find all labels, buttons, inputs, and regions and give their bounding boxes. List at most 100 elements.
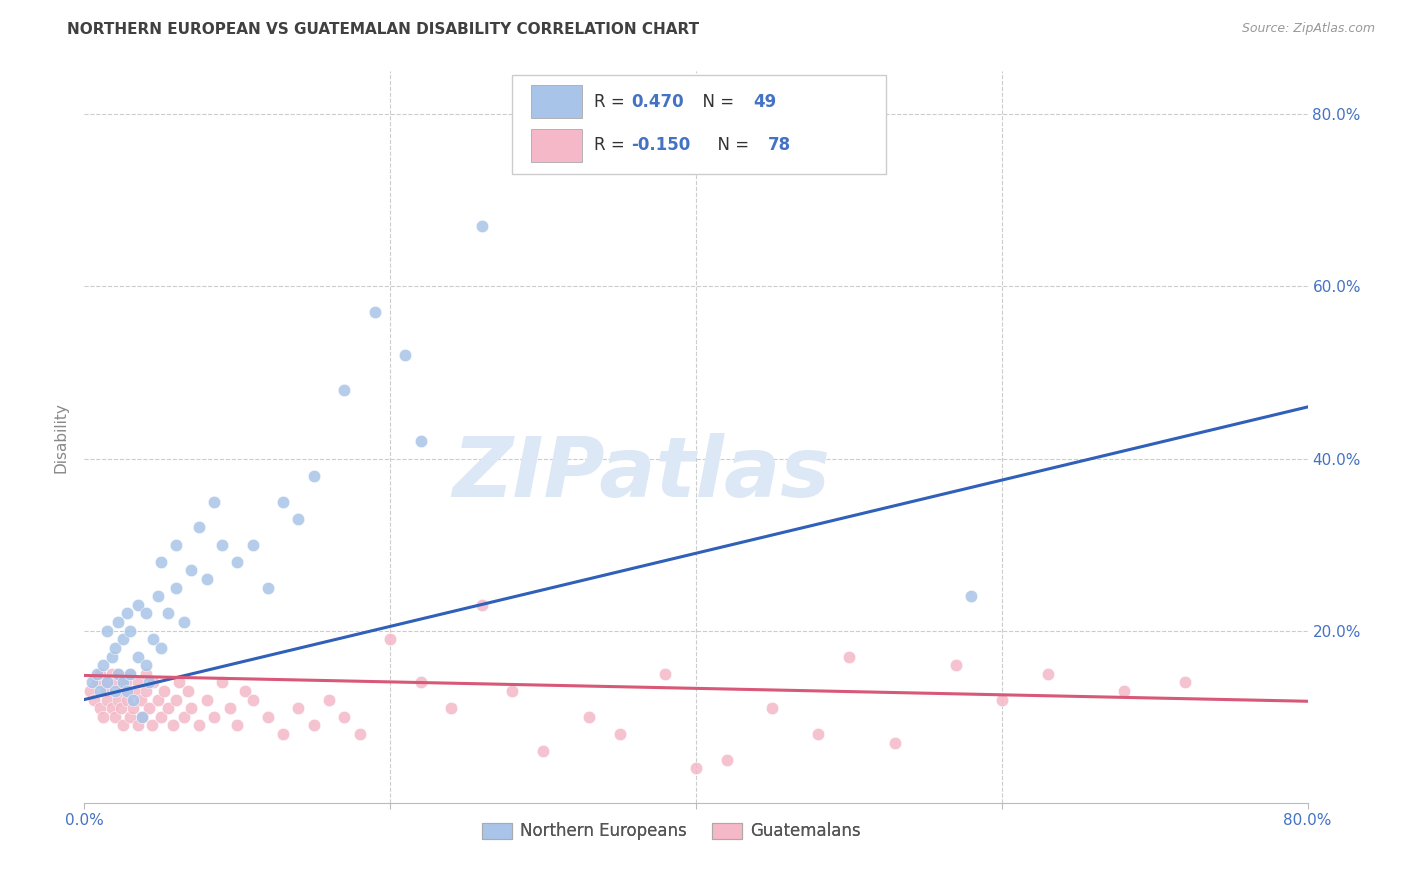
Point	[502, 684, 524, 698]
Point	[716, 753, 738, 767]
Text: N =: N =	[692, 93, 740, 111]
Point	[202, 494, 225, 508]
Point	[242, 538, 264, 552]
Point	[153, 684, 176, 698]
Point	[364, 305, 387, 319]
Point	[195, 692, 218, 706]
Point	[107, 666, 129, 681]
Point	[1114, 684, 1136, 698]
Point	[120, 666, 142, 681]
FancyBboxPatch shape	[531, 86, 582, 118]
Point	[165, 581, 187, 595]
Point	[122, 692, 145, 706]
Point	[127, 718, 149, 732]
Point	[157, 701, 180, 715]
Point	[135, 607, 157, 621]
Point	[86, 675, 108, 690]
Point	[107, 692, 129, 706]
Point	[685, 761, 707, 775]
Text: 49: 49	[754, 93, 776, 111]
Point	[257, 710, 280, 724]
Point	[104, 640, 127, 655]
Point	[80, 675, 103, 690]
Point	[180, 701, 202, 715]
Point	[138, 675, 160, 690]
Point	[838, 649, 860, 664]
Point	[945, 658, 967, 673]
Point	[333, 710, 356, 724]
Point	[380, 632, 402, 647]
Point	[302, 718, 325, 732]
Point	[104, 675, 127, 690]
Point	[218, 701, 240, 715]
Point	[89, 684, 111, 698]
Point	[124, 684, 146, 698]
Point	[135, 658, 157, 673]
Text: R =: R =	[595, 93, 630, 111]
Point	[318, 692, 340, 706]
Point	[440, 701, 463, 715]
Point	[177, 684, 200, 698]
Point	[578, 710, 600, 724]
Legend: Northern Europeans, Guatemalans: Northern Europeans, Guatemalans	[475, 816, 868, 847]
Point	[104, 710, 127, 724]
Point	[101, 701, 124, 715]
Text: 0.470: 0.470	[631, 93, 683, 111]
Point	[104, 684, 127, 698]
Point	[141, 718, 163, 732]
Point	[122, 701, 145, 715]
Point	[162, 718, 184, 732]
Point	[211, 538, 233, 552]
Point	[173, 615, 195, 629]
Point	[333, 383, 356, 397]
Point	[226, 555, 249, 569]
Point	[173, 710, 195, 724]
Point	[761, 701, 783, 715]
Y-axis label: Disability: Disability	[53, 401, 69, 473]
Point	[120, 710, 142, 724]
Point	[409, 675, 432, 690]
Point	[96, 692, 118, 706]
Point	[146, 589, 169, 603]
Point	[107, 615, 129, 629]
Point	[271, 494, 294, 508]
Point	[91, 710, 114, 724]
Text: -0.150: -0.150	[631, 136, 690, 154]
Point	[188, 520, 211, 534]
Text: ZIPatlas: ZIPatlas	[451, 434, 830, 514]
Point	[1036, 666, 1059, 681]
Point	[131, 710, 153, 724]
Point	[138, 701, 160, 715]
Point	[120, 624, 142, 638]
Point	[111, 632, 134, 647]
Point	[135, 684, 157, 698]
Point	[96, 675, 118, 690]
Point	[96, 675, 118, 690]
Point	[165, 538, 187, 552]
Point	[131, 710, 153, 724]
Point	[107, 666, 129, 681]
Point	[111, 718, 134, 732]
Point	[83, 692, 105, 706]
Text: NORTHERN EUROPEAN VS GUATEMALAN DISABILITY CORRELATION CHART: NORTHERN EUROPEAN VS GUATEMALAN DISABILI…	[67, 22, 700, 37]
Point	[991, 692, 1014, 706]
Point	[149, 555, 172, 569]
Point	[471, 219, 494, 234]
Point	[471, 598, 494, 612]
Point	[180, 564, 202, 578]
Point	[111, 684, 134, 698]
Text: 78: 78	[768, 136, 792, 154]
Point	[96, 624, 118, 638]
Point	[165, 692, 187, 706]
Point	[883, 735, 905, 749]
Point	[86, 666, 108, 681]
Point	[149, 640, 172, 655]
Point	[960, 589, 983, 603]
Point	[287, 701, 309, 715]
Point	[242, 692, 264, 706]
Point	[188, 718, 211, 732]
Text: R =: R =	[595, 136, 630, 154]
Point	[110, 701, 132, 715]
Point	[114, 675, 136, 690]
Point	[120, 666, 142, 681]
